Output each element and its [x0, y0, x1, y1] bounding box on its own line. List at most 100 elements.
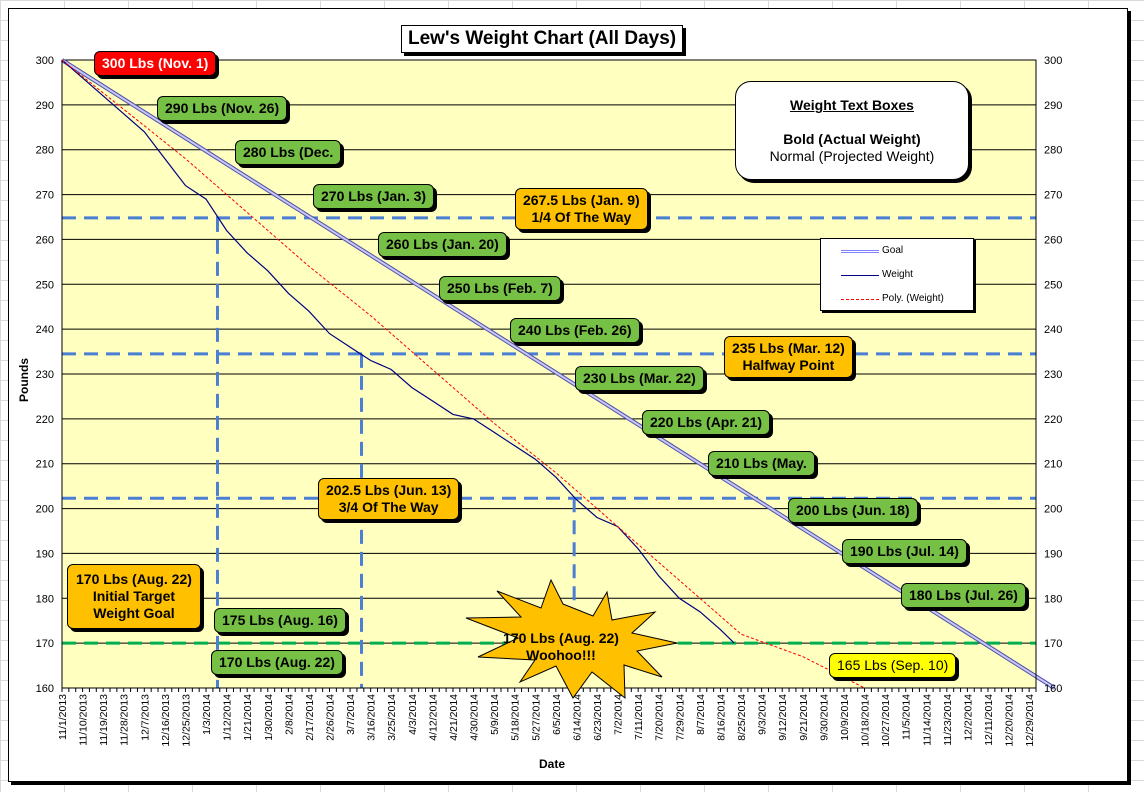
y-tick-label-right-260: 260 — [1044, 234, 1062, 246]
x-tick-label: 11/10/2013 — [78, 694, 90, 746]
y-axis-label: Pounds — [17, 358, 31, 402]
callout-three-quarter-line2: 3/4 Of The Way — [338, 499, 439, 515]
legend-swatch-goal — [841, 250, 879, 253]
x-tick-label: 5/9/2014 — [489, 694, 501, 735]
callout-three-quarter: 202.5 Lbs (Jun. 13) 3/4 Of The Way — [318, 478, 460, 520]
x-axis-label: Date — [539, 757, 565, 771]
y-tick-label-left-250: 250 — [36, 279, 54, 291]
x-tick-label: 9/3/2014 — [757, 694, 769, 735]
x-tick-label: 11/28/2013 — [119, 694, 131, 746]
callout-290: 290 Lbs (Nov. 26) — [157, 96, 288, 121]
x-tick-label: 7/29/2014 — [674, 694, 686, 741]
x-tick-label: 3/25/2014 — [386, 694, 398, 741]
y-tick-label-left-170: 170 — [36, 638, 54, 650]
y-tick-label-left-260: 260 — [36, 234, 54, 246]
x-tick-label: 6/14/2014 — [571, 694, 583, 741]
x-tick-label: 11/5/2014 — [901, 694, 913, 740]
y-tick-label-left-160: 160 — [36, 683, 54, 695]
legend-swatch-poly — [841, 299, 879, 300]
chart-title: Lew's Weight Chart (All Days) — [401, 25, 684, 53]
callout-280: 280 Lbs (Dec. — [235, 140, 342, 165]
callout-quarter-way: 267.5 Lbs (Jan. 9) 1/4 Of The Way — [515, 188, 648, 230]
legend-item-goal: Goal — [821, 244, 973, 258]
x-tick-label: 10/18/2014 — [860, 694, 872, 747]
legend-label-poly: Poly. (Weight) — [882, 293, 944, 304]
x-tick-label: 8/16/2014 — [715, 694, 727, 741]
callout-270: 270 Lbs (Jan. 3) — [313, 184, 435, 209]
star-text-line2: Woohoo!!! — [526, 647, 596, 663]
y-tick-label-left-280: 280 — [36, 145, 54, 157]
y-tick-label-right-270: 270 — [1044, 190, 1062, 202]
x-tick-label: 10/9/2014 — [839, 694, 851, 741]
y-tick-label-left-180: 180 — [36, 593, 54, 605]
callout-target-line3: Weight Goal — [93, 605, 175, 621]
x-tick-label: 12/20/2014 — [1004, 694, 1016, 747]
x-tick-label: 3/16/2014 — [366, 694, 378, 741]
series-poly-trendline — [61, 59, 865, 689]
x-tick-label: 5/27/2014 — [530, 694, 542, 741]
x-tick-label: 1/21/2014 — [242, 694, 254, 741]
x-tick-label: 6/5/2014 — [551, 694, 563, 735]
x-tick-label: 12/25/2013 — [180, 694, 192, 747]
x-tick-label: 2/17/2014 — [304, 694, 316, 741]
x-tick-label: 1/30/2014 — [263, 694, 275, 741]
x-tick-label: 9/21/2014 — [798, 694, 810, 741]
y-tick-label-right-200: 200 — [1044, 504, 1062, 516]
info-box: Weight Text Boxes Bold (Actual Weight) N… — [735, 81, 969, 180]
legend-swatch-weight — [841, 275, 879, 276]
x-tick-label: 12/7/2013 — [139, 694, 151, 741]
y-tick-label-right-220: 220 — [1044, 414, 1062, 426]
x-tick-label: 9/30/2014 — [818, 694, 830, 741]
legend-label-weight: Weight — [882, 269, 913, 280]
series-layer — [60, 58, 1056, 690]
legend-item-weight: Weight — [821, 268, 973, 282]
x-tick-label: 8/7/2014 — [695, 694, 707, 735]
callout-260: 260 Lbs (Jan. 20) — [378, 232, 507, 257]
x-tick-label: 4/30/2014 — [469, 694, 481, 741]
callout-190: 190 Lbs (Jul. 14) — [842, 539, 967, 564]
x-tick-label: 4/12/2014 — [427, 694, 439, 741]
x-tick-label: 8/25/2014 — [736, 694, 748, 741]
x-tick-label: 12/29/2014 — [1024, 694, 1036, 747]
callout-165: 165 Lbs (Sep. 10) — [829, 653, 957, 678]
callout-210: 210 Lbs (May. — [708, 451, 815, 476]
callout-target: 170 Lbs (Aug. 22) Initial Target Weight … — [67, 564, 201, 629]
y-tick-label-left-200: 200 — [36, 504, 54, 516]
axis-layer: 160 160 170 170 180 180 190 190 200 200 210 210 220 2… — [36, 55, 1063, 747]
callout-halfway-line2: Halfway Point — [742, 357, 835, 373]
callout-quarter-line2: 1/4 Of The Way — [531, 209, 632, 225]
callout-quarter-line1: 267.5 Lbs (Jan. 9) — [523, 192, 640, 208]
x-tick-label: 6/23/2014 — [592, 694, 604, 741]
callout-halfway: 235 Lbs (Mar. 12) Halfway Point — [724, 336, 853, 378]
info-box-title: Weight Text Boxes — [790, 97, 914, 113]
y-tick-label-left-220: 220 — [36, 414, 54, 426]
info-box-line1: Bold (Actual Weight) — [783, 131, 921, 147]
y-tick-label-right-240: 240 — [1044, 324, 1062, 336]
y-tick-label-right-280: 280 — [1044, 145, 1062, 157]
chart-legend[interactable]: Goal Weight Poly. (Weight) — [820, 238, 974, 311]
series-weight-line — [61, 59, 735, 644]
callout-240: 240 Lbs (Feb. 26) — [510, 318, 640, 343]
y-tick-label-right-300: 300 — [1044, 55, 1062, 67]
y-tick-label-right-180: 180 — [1044, 593, 1062, 605]
callout-250: 250 Lbs (Feb. 7) — [439, 276, 561, 301]
callout-300: 300 Lbs (Nov. 1) — [94, 51, 217, 76]
x-tick-label: 9/12/2014 — [777, 694, 789, 741]
woohoo-star — [465, 578, 678, 700]
y-tick-label-right-210: 210 — [1044, 459, 1062, 471]
x-tick-label: 3/7/2014 — [345, 694, 357, 735]
callout-target-line2: Initial Target — [92, 588, 176, 604]
callout-180: 180 Lbs (Jul. 26) — [901, 583, 1026, 608]
x-tick-label: 7/2/2014 — [613, 694, 625, 735]
x-tick-label: 12/16/2013 — [160, 694, 172, 747]
callout-175: 175 Lbs (Aug. 16) — [214, 608, 346, 633]
y-tick-label-right-160: 160 — [1044, 683, 1062, 695]
legend-label-goal: Goal — [882, 245, 904, 256]
callout-170: 170 Lbs (Aug. 22) — [211, 650, 343, 675]
y-tick-label-right-250: 250 — [1044, 279, 1062, 291]
y-tick-label-right-230: 230 — [1044, 369, 1062, 381]
y-tick-label-left-230: 230 — [36, 369, 54, 381]
callout-target-line1: 170 Lbs (Aug. 22) — [76, 571, 192, 587]
x-tick-label: 1/3/2014 — [201, 694, 213, 735]
